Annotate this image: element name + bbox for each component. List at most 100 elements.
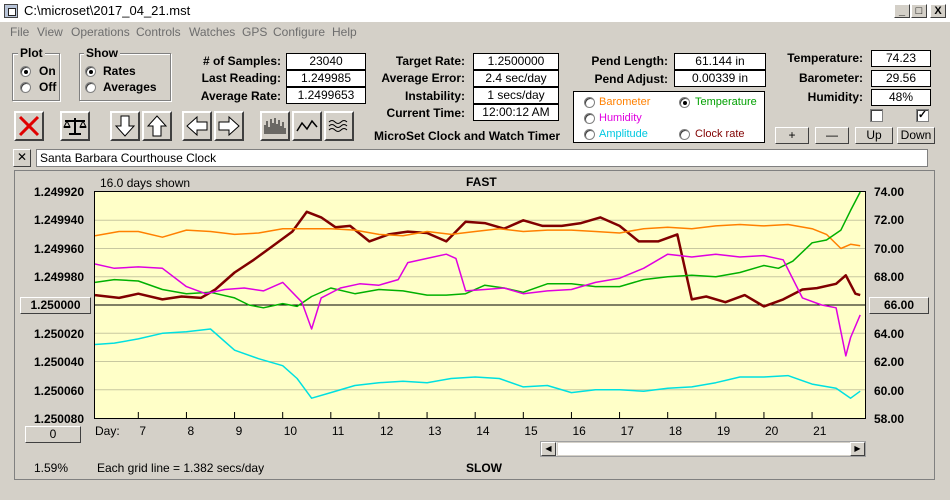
amplitude-radio[interactable] — [584, 129, 595, 140]
menu-controls[interactable]: Controls — [136, 25, 181, 39]
wave-icon — [328, 120, 348, 132]
right-axis-center-button[interactable]: 66.00 — [869, 297, 929, 314]
plot-on-radio[interactable] — [20, 66, 31, 77]
down-arrow-button[interactable] — [110, 111, 140, 141]
down-button[interactable]: Down — [897, 127, 935, 144]
wave-button[interactable] — [324, 111, 354, 141]
clock-rate-radio[interactable] — [679, 129, 690, 140]
day-label: 18 — [668, 424, 683, 438]
up-arrow-button[interactable] — [142, 111, 172, 141]
bottom-offset-button[interactable]: 0 — [25, 426, 81, 443]
plot-area — [94, 191, 866, 419]
menu-configure[interactable]: Configure — [273, 25, 326, 39]
percent-label: 1.59% — [34, 461, 69, 475]
instability-field: 1 secs/day — [473, 87, 559, 104]
series-line-amplitude — [94, 328, 861, 399]
plot-on-label: On — [39, 64, 56, 78]
sensor-options-box: Barometer Temperature Humidity Amplitude… — [573, 91, 765, 143]
day-label: 8 — [187, 424, 195, 438]
show-rates-label: Rates — [103, 64, 136, 78]
left-tick-0: 1.249920 — [33, 185, 84, 199]
day-label: 20 — [764, 424, 779, 438]
right-tick-0: 74.00 — [874, 185, 905, 199]
maximize-button[interactable]: □ — [911, 4, 927, 18]
histogram-button[interactable] — [260, 111, 290, 141]
app-icon — [4, 4, 18, 18]
left-tick-5: 1.250020 — [33, 327, 84, 341]
day-label: 10 — [283, 424, 298, 438]
pend-adjust-field: 0.00339 in — [674, 70, 766, 87]
menu-operations[interactable]: Operations — [71, 25, 130, 39]
humidity-radio[interactable] — [584, 113, 595, 124]
barometer-label: Barometer: — [798, 71, 863, 85]
stop-button[interactable] — [14, 111, 44, 141]
humidity-option-label: Humidity — [599, 112, 642, 124]
arrow-right-icon — [218, 115, 240, 137]
days-shown-label: 16.0 days shown — [100, 176, 191, 190]
minus-button[interactable]: — — [815, 127, 849, 144]
menu-bar: File View Operations Controls Watches GP… — [0, 22, 950, 42]
plot-group-title: Plot — [18, 46, 45, 60]
right-tick-6: 62.00 — [874, 355, 905, 369]
day-label: 19 — [716, 424, 731, 438]
menu-help[interactable]: Help — [332, 25, 357, 39]
temperature-field: 74.23 — [871, 50, 931, 67]
line-graph-icon — [296, 119, 318, 132]
pend-length-label: Pend Length: — [591, 54, 668, 68]
left-tick-2: 1.249960 — [33, 242, 84, 256]
last-reading-label: Last Reading: — [201, 71, 281, 85]
instability-label: Instability: — [404, 89, 465, 103]
average-error-field: 2.4 sec/day — [473, 70, 559, 87]
chart-frame — [14, 170, 935, 480]
left-tick-1: 1.249940 — [33, 213, 84, 227]
day-label: 14 — [476, 424, 490, 438]
left-tick-8: 1.250080 — [33, 412, 84, 426]
menu-watches[interactable]: Watches — [189, 25, 236, 39]
current-time-field: 12:00:12 AM — [473, 104, 559, 121]
env-checkbox-2[interactable]: ✓ — [916, 109, 929, 122]
app-name-label: MicroSet Clock and Watch Timer — [374, 129, 561, 143]
current-time-label: Current Time: — [386, 106, 465, 120]
minimize-button[interactable]: _ — [894, 4, 910, 18]
histogram-icon — [264, 118, 286, 134]
line-graph-button[interactable] — [292, 111, 322, 141]
plot-off-label: Off — [39, 80, 57, 94]
left-axis-center-button[interactable]: 1.250000 — [20, 297, 91, 314]
day-label: 16 — [572, 424, 586, 438]
clock-name-input[interactable]: Santa Barbara Courthouse Clock — [36, 149, 928, 167]
right-arrow-button[interactable] — [214, 111, 244, 141]
clock-rate-option-label: Clock rate — [695, 128, 745, 140]
plot-off-radio[interactable] — [20, 82, 31, 93]
left-tick-3: 1.249980 — [33, 270, 84, 284]
menu-file[interactable]: File — [10, 25, 30, 39]
menu-gps[interactable]: GPS — [242, 25, 268, 39]
plus-button[interactable]: + — [775, 127, 809, 144]
day-axis-label: Day: — [95, 424, 120, 438]
clear-clock-name-button[interactable]: ✕ — [13, 149, 31, 167]
barometer-radio[interactable] — [584, 97, 595, 108]
scroll-thumb[interactable] — [557, 442, 857, 456]
samples-field: 23040 — [286, 53, 366, 70]
left-arrow-button[interactable] — [182, 111, 212, 141]
arrow-down-icon — [114, 115, 136, 137]
amplitude-option-label: Amplitude — [599, 128, 648, 140]
day-label: 21 — [813, 424, 827, 438]
target-rate-field: 1.2500000 — [473, 53, 559, 70]
barometer-option-label: Barometer — [599, 96, 651, 108]
humidity-field: 48% — [871, 89, 931, 106]
right-tick-1: 72.00 — [874, 213, 905, 227]
show-averages-radio[interactable] — [85, 82, 96, 93]
horizontal-scrollbar[interactable]: ◀ ▶ — [540, 441, 866, 457]
balance-button[interactable] — [60, 111, 90, 141]
scroll-right-button[interactable]: ▶ — [850, 442, 865, 456]
menu-view[interactable]: View — [37, 25, 63, 39]
up-button[interactable]: Up — [855, 127, 893, 144]
env-checkbox-1[interactable] — [870, 109, 883, 122]
close-button[interactable]: X — [930, 4, 946, 18]
average-error-label: Average Error: — [381, 71, 465, 85]
show-rates-radio[interactable] — [85, 66, 96, 77]
day-label: 9 — [235, 424, 243, 438]
temperature-radio[interactable] — [679, 97, 690, 108]
scroll-left-button[interactable]: ◀ — [541, 442, 556, 456]
last-reading-field: 1.249985 — [286, 70, 366, 87]
